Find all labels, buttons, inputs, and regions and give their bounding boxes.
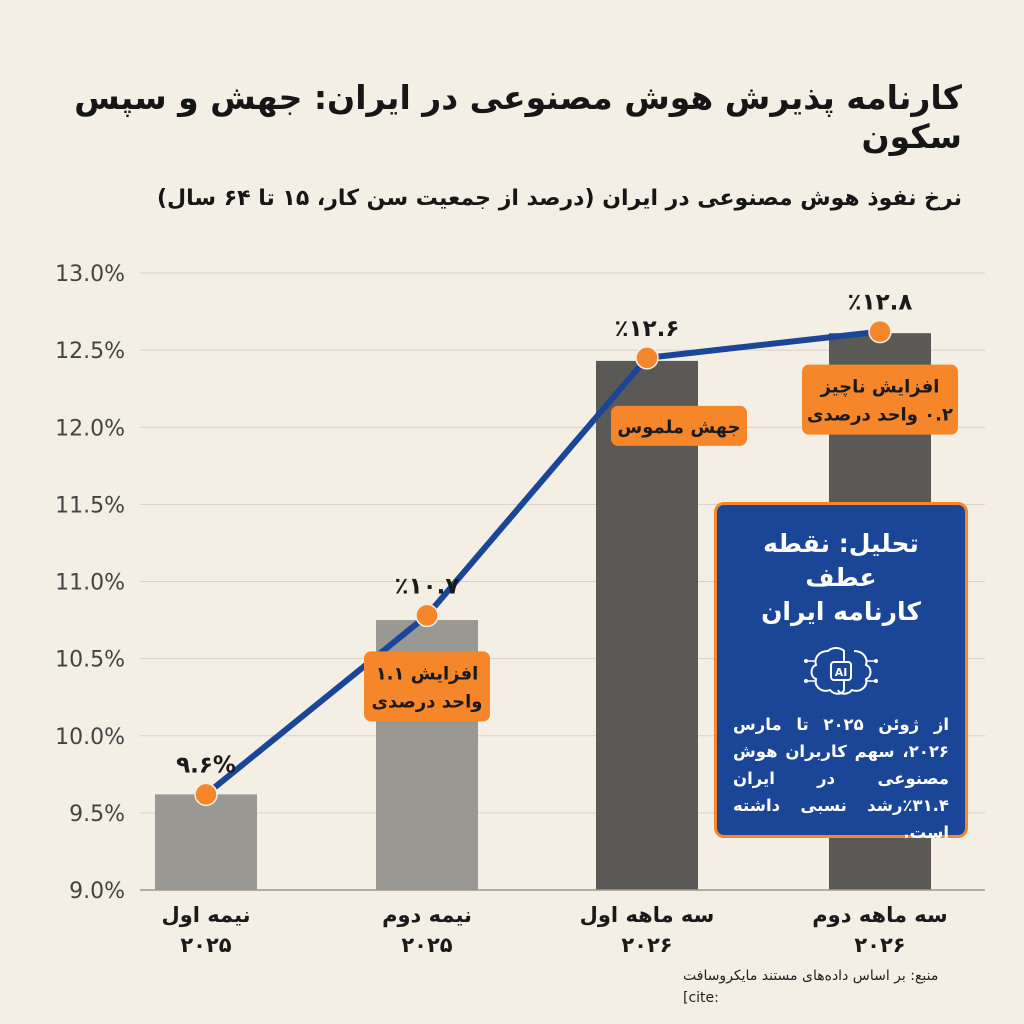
callout-text: واحد درصدی bbox=[372, 691, 483, 712]
x-tick-label-year: ۲۰۲۶ bbox=[621, 933, 672, 957]
source-note: منبع: بر اساس داده‌های مستند مایکروسافت … bbox=[683, 965, 983, 1009]
ai-brain-icon: AI bbox=[804, 647, 878, 695]
x-tick-label-year: ۲۰۲۶ bbox=[854, 933, 905, 957]
analysis-box: تحلیل: نقطه عطف کارنامه ایران AI از ژوئن… bbox=[714, 502, 968, 842]
x-tick-label: نیمه اول bbox=[161, 903, 250, 927]
svg-text:AI: AI bbox=[835, 666, 848, 679]
x-tick-label-year: ۲۰۲۵ bbox=[401, 933, 452, 957]
y-tick-label: 11.0% bbox=[55, 571, 125, 596]
y-tick-label: 12.5% bbox=[55, 339, 125, 364]
data-point bbox=[635, 346, 659, 370]
y-tick-label: 10.0% bbox=[55, 725, 125, 750]
callout-text: جهش ملموس bbox=[617, 417, 740, 438]
data-label: ٪۱۰.۷ bbox=[395, 573, 460, 599]
y-tick-label: 9.5% bbox=[69, 802, 125, 827]
y-tick-label: 12.0% bbox=[55, 416, 125, 441]
bar bbox=[596, 360, 698, 890]
analysis-title-line1: تحلیل: نقطه عطف bbox=[763, 529, 919, 592]
data-label: ۹.۶% bbox=[176, 752, 236, 778]
callout-box bbox=[802, 364, 958, 435]
data-label: ٪۱۲.۸ bbox=[848, 290, 913, 316]
source-line-1: منبع: بر اساس داده‌های مستند مایکروسافت bbox=[683, 968, 939, 984]
x-tick-label: سه ماهه دوم bbox=[812, 903, 947, 927]
analysis-body: از ژوئن ۲۰۲۵ تا مارس ۲۰۲۶، سهم کاربران ه… bbox=[733, 715, 949, 842]
callout-text: ۰.۲ واحد درصدی bbox=[807, 405, 953, 426]
series-line bbox=[203, 328, 883, 798]
callout-text: افزایش ۱.۱ bbox=[376, 663, 479, 684]
data-point bbox=[415, 603, 439, 628]
y-tick-label: 13.0% bbox=[55, 262, 125, 287]
analysis-title-line2: کارنامه ایران bbox=[761, 597, 921, 626]
x-tick-label: نیمه دوم bbox=[382, 903, 472, 927]
chart-title: کارنامه پذیرش هوش مصنوعی در ایران: جهش و… bbox=[74, 78, 962, 156]
bar bbox=[155, 794, 257, 890]
data-point bbox=[194, 782, 218, 807]
x-tick-label: سه ماهه اول bbox=[580, 903, 715, 927]
data-point bbox=[868, 319, 892, 344]
y-tick-label: 9.0% bbox=[69, 879, 125, 904]
analysis-title: تحلیل: نقطه عطف کارنامه ایران bbox=[717, 527, 965, 629]
callout-box bbox=[364, 651, 490, 722]
y-tick-label: 11.5% bbox=[55, 493, 125, 518]
y-tick-label: 10.5% bbox=[55, 648, 125, 673]
callout-text: افزایش ناچیز bbox=[820, 377, 940, 398]
data-label: ٪۱۲.۶ bbox=[615, 316, 680, 342]
x-tick-label-year: ۲۰۲۵ bbox=[180, 933, 231, 957]
callout-box bbox=[611, 405, 747, 446]
source-line-2: [cite: bbox=[683, 990, 719, 1006]
chart-subtitle: نرخ نفوذ هوش مصنوعی در ایران (درصد از جم… bbox=[156, 186, 962, 211]
